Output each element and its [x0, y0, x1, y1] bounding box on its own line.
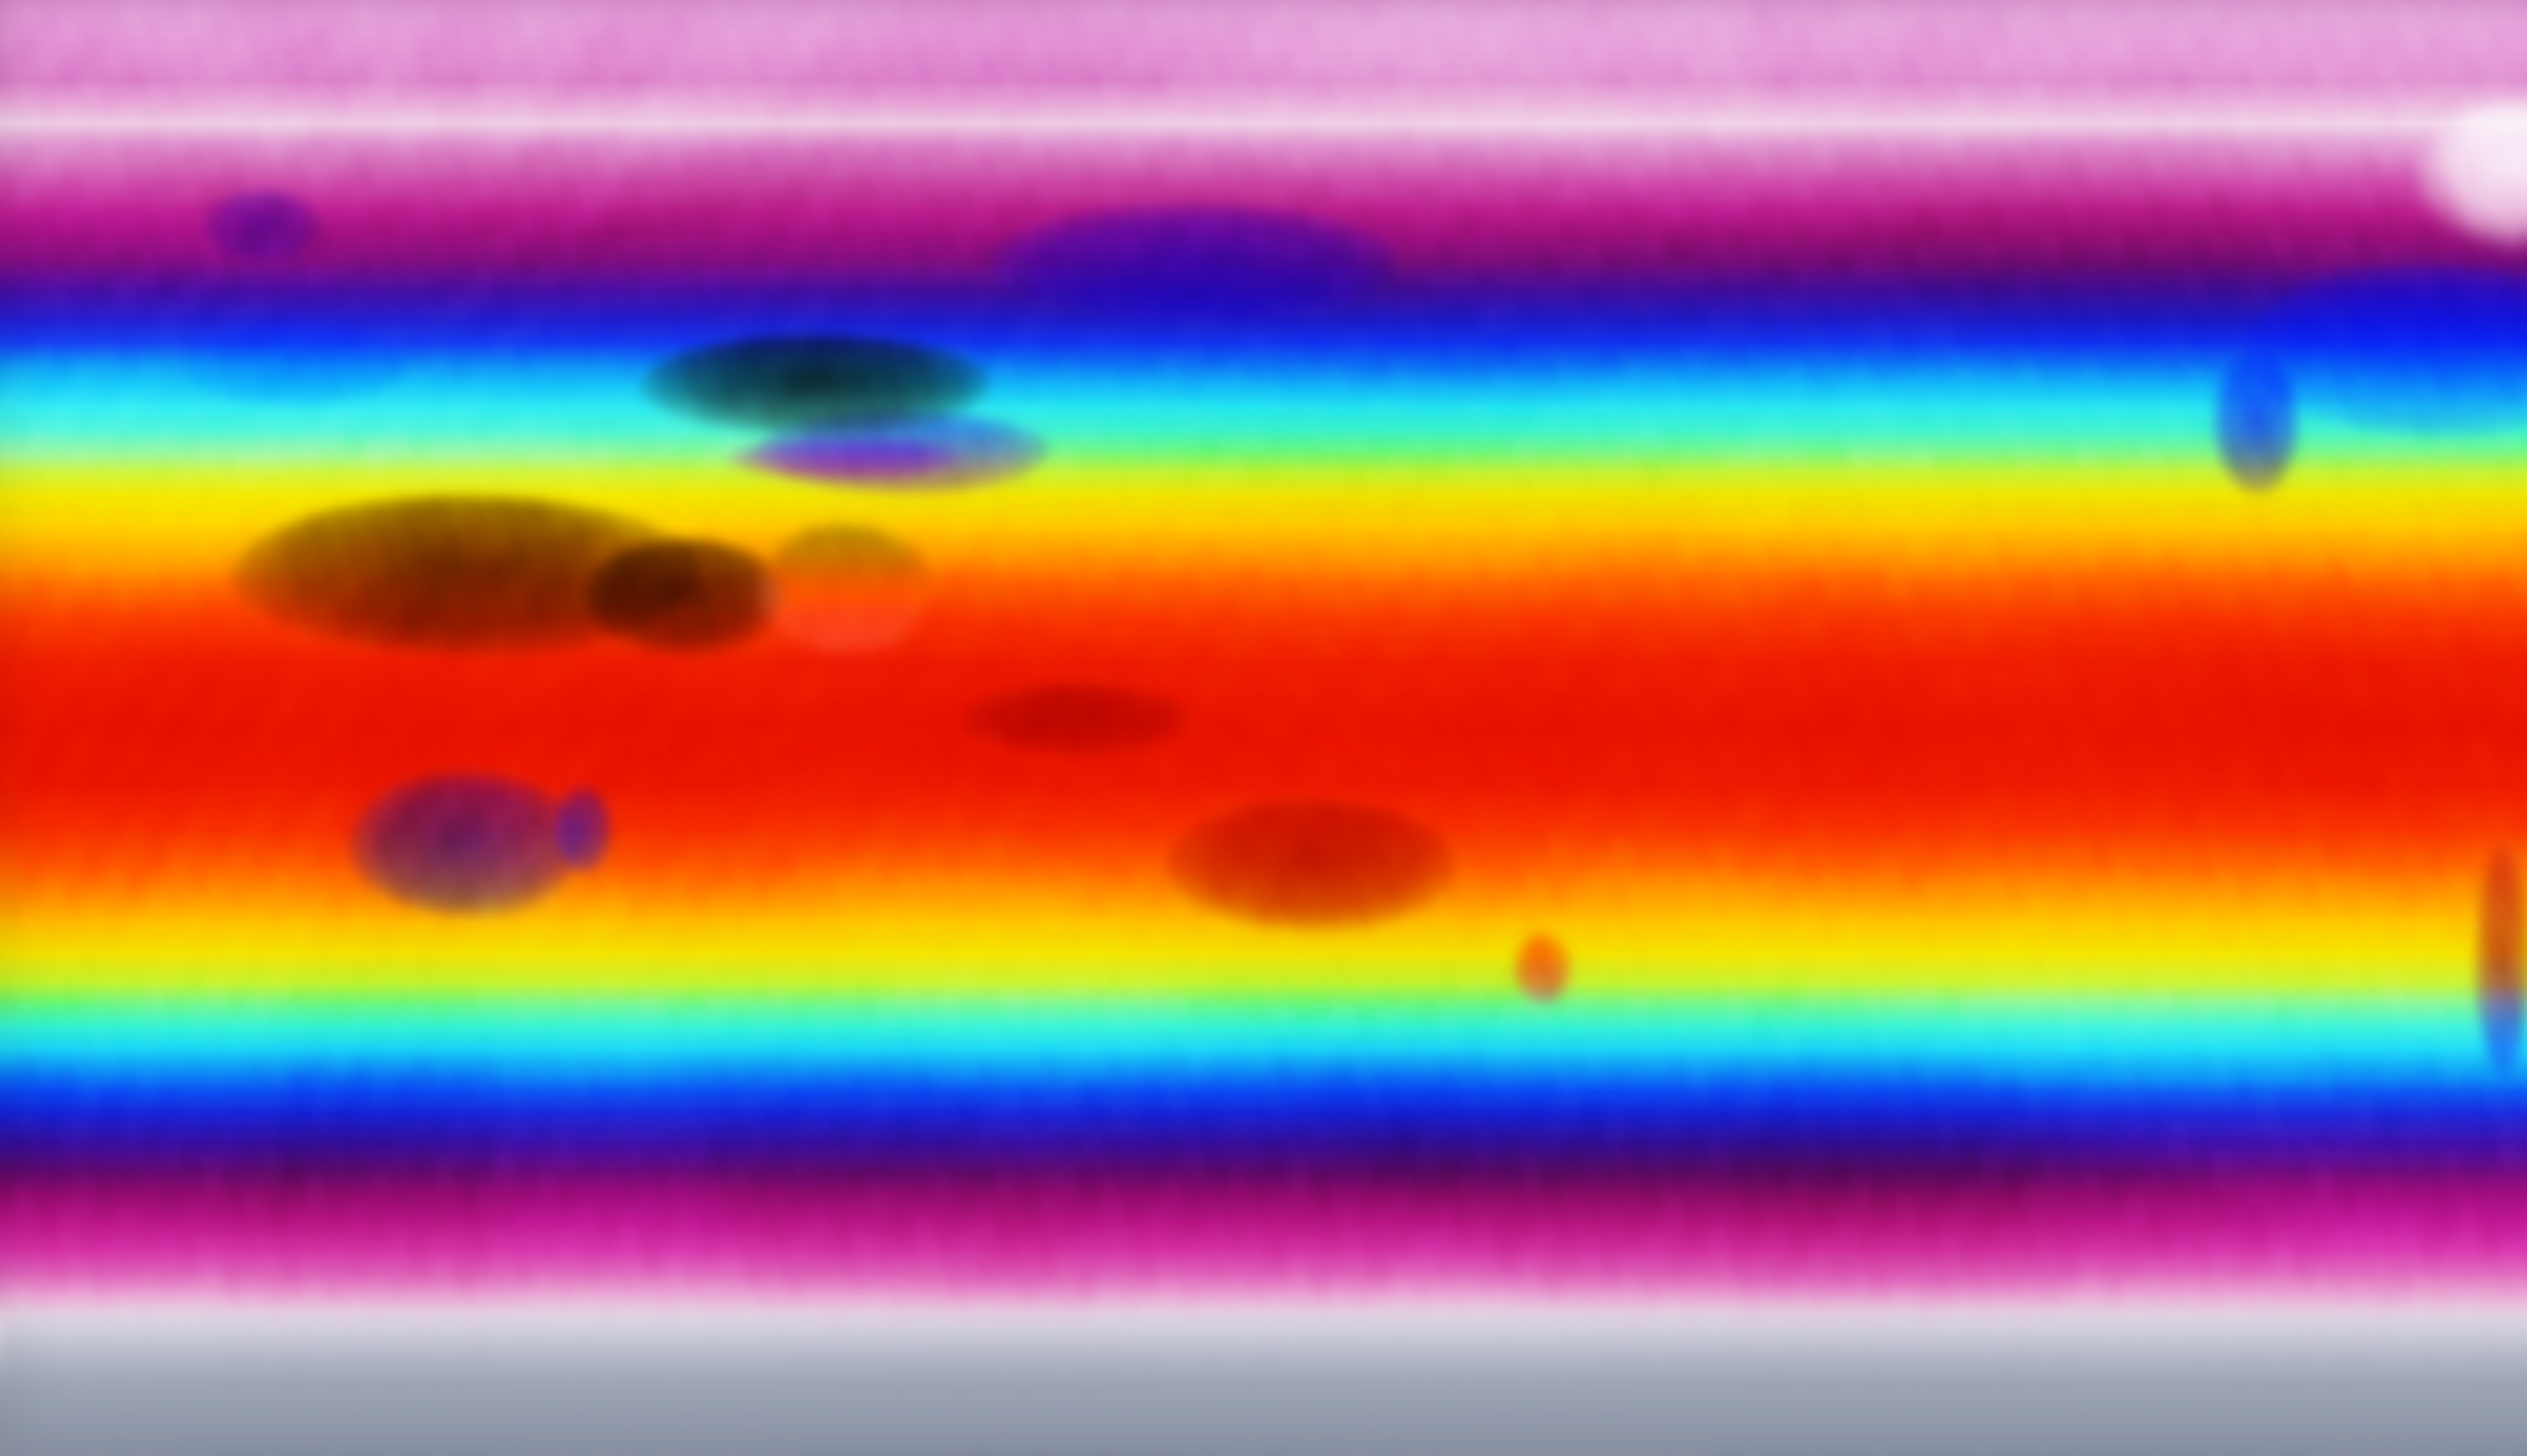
arctic-haze-overlay: [0, 0, 2527, 131]
feature-scandinavia: [204, 189, 320, 262]
feature-madagascar: [553, 786, 612, 874]
feature-europe: [174, 320, 408, 408]
feature-andes-range: [2474, 844, 2527, 1077]
feature-indonesia: [960, 684, 1194, 758]
feature-new-zealand: [1514, 931, 1572, 1005]
feature-australia: [1164, 801, 1456, 932]
antarctic-ice-cap: [0, 1296, 2527, 1456]
feature-himalaya-range: [728, 437, 961, 481]
feature-arabian-peninsula: [582, 538, 786, 655]
feature-rocky-mountains: [2212, 349, 2300, 495]
feature-indian-subcontinent: [757, 524, 932, 655]
feature-southern-africa: [349, 771, 582, 918]
feature-central-asia: [640, 335, 990, 437]
feature-siberia: [990, 204, 1397, 320]
